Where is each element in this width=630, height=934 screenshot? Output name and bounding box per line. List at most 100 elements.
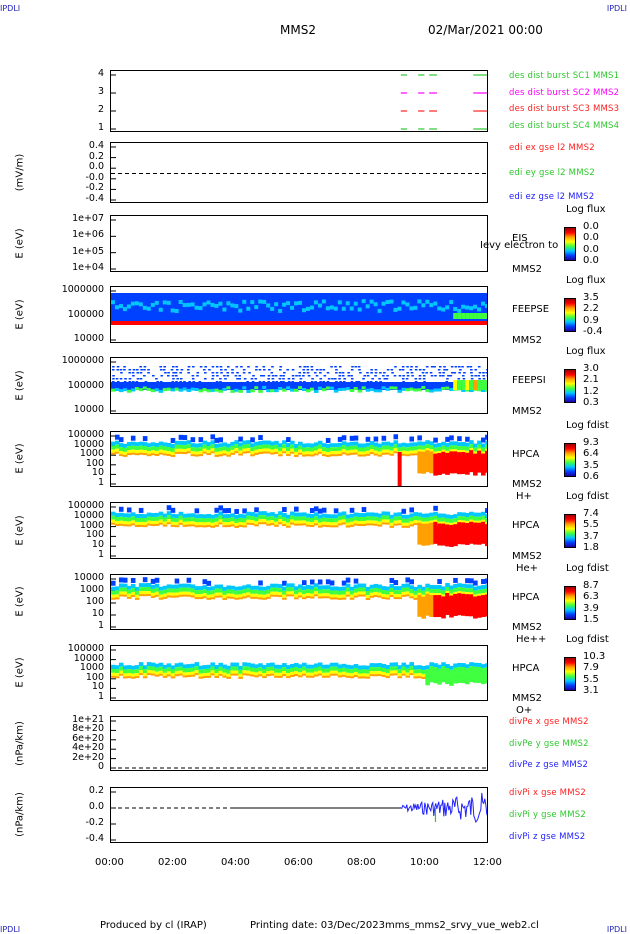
y-tick-label-5-3: 10000 xyxy=(73,404,104,415)
spectro-cell-7-357 xyxy=(433,521,438,544)
spectro-cell-5-59 xyxy=(150,382,156,390)
spectro-cell-5-241 xyxy=(287,381,291,383)
spectro-cell-8-400 xyxy=(465,594,470,617)
spectro-cell-7-80 xyxy=(182,524,188,527)
spectro-cell-8-1 xyxy=(111,586,116,591)
spectro-cell-7-55 xyxy=(162,513,168,518)
spectro-cell-6-125 xyxy=(222,446,227,451)
y-axis-label-7: E (eV) xyxy=(14,514,26,546)
spectro-cell-5-122 xyxy=(198,381,202,383)
spectro-cell-9-47 xyxy=(154,674,160,677)
spectro-cell-7-355 xyxy=(433,519,438,523)
spectro-cell-9-269 xyxy=(377,667,383,672)
spectro-cell-4-82 xyxy=(218,301,224,306)
spectro-cell-4-144 xyxy=(301,293,307,321)
spectro-cell-6-167 xyxy=(262,440,267,445)
spectro-cell-6-128 xyxy=(226,443,231,448)
spectro-cell-5-283 xyxy=(313,382,319,390)
spectro-cell-6-399 xyxy=(465,436,470,442)
spectro-cell-9-168 xyxy=(278,664,283,669)
spectro-cell-6-50 xyxy=(154,450,160,454)
spectro-cell-9-217 xyxy=(325,668,331,673)
spectro-cell-9-386 xyxy=(481,664,486,669)
spectro-cell-8-126 xyxy=(222,597,227,600)
spectro-cell-6-36 xyxy=(142,442,148,447)
spectro-cell-5-260 xyxy=(303,366,306,368)
spectro-cell-5-195 xyxy=(254,378,258,380)
spectro-cell-8-238 xyxy=(329,586,335,591)
spectro-cell-7-264 xyxy=(349,524,355,527)
instrument-label-4: FEEPSE xyxy=(512,303,550,315)
spectro-cell-7-201 xyxy=(294,520,299,524)
y-tick-label-10-5: 2e+20 xyxy=(72,751,104,763)
spectro-cell-9-381 xyxy=(477,662,482,667)
spectro-cell-6-327 xyxy=(409,446,414,451)
spectro-cell-7-279 xyxy=(365,516,371,521)
spectro-cell-8-136 xyxy=(234,590,239,595)
spectro-cell-9-187 xyxy=(294,673,299,676)
spectro-cell-7-94 xyxy=(198,514,204,519)
y-tick-label-2-1: 0.4 xyxy=(88,140,104,151)
spectro-cell-6-202 xyxy=(294,451,299,455)
spectro-cell-4-188 xyxy=(357,321,363,325)
spectro-cell-5-248 xyxy=(290,382,295,390)
spectro-cell-4-136 xyxy=(290,305,295,310)
spectro-cell-5-321 xyxy=(343,378,346,380)
spectro-cell-8-267 xyxy=(353,592,359,596)
spectro-cell-7-149 xyxy=(246,515,251,520)
spectro-cell-5-231 xyxy=(278,382,283,390)
spectro-cell-5-361 xyxy=(374,369,378,371)
spectro-cell-6-391 xyxy=(457,450,462,454)
spectro-cell-4-263 xyxy=(457,308,462,313)
spectro-cell-6-75 xyxy=(178,444,184,449)
spectro-cell-6-237 xyxy=(329,443,335,448)
spectro-cell-9-283 xyxy=(389,673,395,676)
colorbar-title-7: Log fdist xyxy=(566,491,609,502)
spectro-cell-7-56 xyxy=(162,517,168,522)
spectro-cell-5-508 xyxy=(478,372,482,374)
spectro-cell-7-336 xyxy=(417,522,422,545)
spectro-cell-8-337 xyxy=(417,594,422,617)
spectro-cell-7-303 xyxy=(389,518,395,523)
spectro-cell-8-36 xyxy=(142,577,148,583)
spectro-cell-6-401 xyxy=(465,446,470,451)
spectro-cell-5-461 xyxy=(445,386,450,390)
spectro-cell-7-16 xyxy=(122,524,128,527)
spectro-cell-6-115 xyxy=(214,443,220,448)
spectro-cell-7-170 xyxy=(266,516,271,521)
spectro-cell-6-190 xyxy=(282,451,287,454)
spectro-cell-7-5 xyxy=(114,517,120,522)
spectro-cell-6-236 xyxy=(325,454,331,457)
spectro-cell-8-335 xyxy=(417,592,422,596)
spectro-cell-6-76 xyxy=(178,448,184,452)
spectro-cell-9-60 xyxy=(170,665,176,670)
spectro-cell-5-276 xyxy=(310,381,314,383)
spectro-cell-4-254 xyxy=(445,321,450,325)
spectro-cell-6-310 xyxy=(393,444,399,449)
spectro-cell-5-497 xyxy=(470,375,474,377)
spectro-cell-7-13 xyxy=(122,513,128,518)
plot-area-4 xyxy=(111,290,487,341)
spectro-cell-8-28 xyxy=(134,586,140,591)
spectro-cell-8-98 xyxy=(198,590,204,595)
spectro-cell-7-379 xyxy=(453,518,458,523)
spectro-cell-7-244 xyxy=(333,514,339,519)
spectro-cell-5-167 xyxy=(235,366,239,368)
spectro-cell-5-438 xyxy=(429,382,434,390)
spectro-cell-7-108 xyxy=(210,522,216,526)
spectro-cell-8-394 xyxy=(461,593,466,616)
spectro-cell-8-241 xyxy=(329,597,335,600)
species-label-7: He+ xyxy=(516,563,539,574)
spectro-cell-8-280 xyxy=(365,597,371,600)
spectro-cell-5-27 xyxy=(128,381,132,383)
spectro-cell-5-507 xyxy=(477,366,481,368)
spectro-cell-4-80 xyxy=(214,321,220,325)
spectro-cell-7-88 xyxy=(190,524,196,527)
spectro-cell-6-394 xyxy=(461,442,466,447)
spectro-cell-7-373 xyxy=(449,514,454,519)
spectro-cell-4-285 xyxy=(477,313,482,319)
colorbar-tick-4-3: 0.9 xyxy=(583,314,599,326)
spectro-cell-5-126 xyxy=(202,369,206,371)
spectro-cell-6-68 xyxy=(170,454,176,457)
spectro-cell-6-71 xyxy=(174,448,180,452)
